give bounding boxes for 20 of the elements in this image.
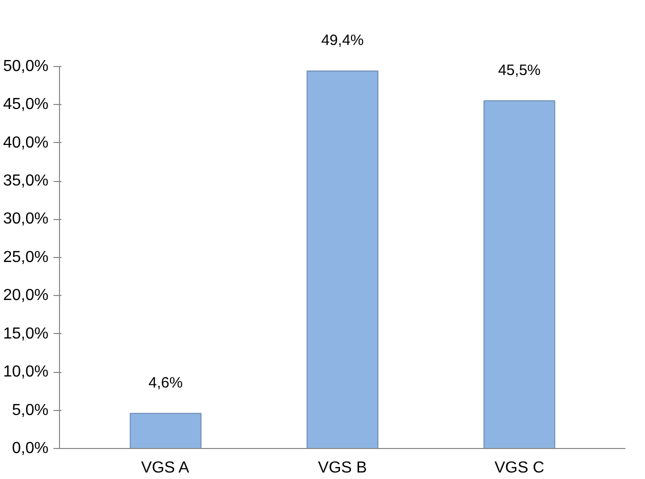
y-tick-label: 35,0% [3, 172, 49, 190]
y-tick-label: 5,0% [12, 402, 48, 419]
y-tick-label: 30,0% [3, 210, 49, 228]
x-tick-label: VGS A [141, 460, 190, 476]
y-tick-label: 0,0% [12, 440, 48, 457]
bar [484, 100, 556, 448]
y-tick-label: 45,0% [3, 96, 49, 114]
y-tick-label: 20,0% [3, 287, 49, 304]
y-tick-label: 25,0% [3, 248, 49, 266]
bar [306, 70, 378, 448]
y-tick-label: 15,0% [3, 325, 49, 342]
y-tick-label: 40,0% [3, 134, 49, 152]
bar [130, 412, 202, 448]
y-tick-label: 50,0% [3, 58, 49, 75]
y-tick-label: 10,0% [3, 364, 49, 381]
data-label: 45,5% [498, 62, 541, 79]
x-tick-label: VGS B [318, 460, 367, 476]
x-tick-label: VGS C [494, 460, 544, 476]
data-label: 49,4% [321, 32, 364, 49]
data-label: 4,6% [148, 374, 183, 392]
